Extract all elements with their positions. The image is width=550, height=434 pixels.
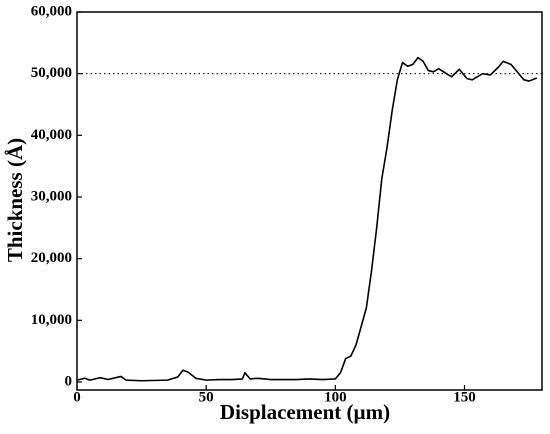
line-series: [76, 56, 538, 382]
x-tick-label: 50: [199, 389, 214, 405]
y-tick-label: 40,000: [31, 127, 72, 143]
x-tick-label: 150: [453, 389, 476, 405]
y-tick-label: 60,000: [31, 3, 72, 19]
x-tick-label: 100: [324, 389, 347, 405]
y-tick-label: 0: [65, 373, 73, 389]
y-tick-label: 20,000: [31, 250, 72, 266]
y-tick-label: 30,000: [31, 188, 72, 204]
y-axis-title: Thickness (Å): [3, 138, 27, 262]
x-axis-title: Displacement (µm): [220, 400, 390, 424]
y-tick-label: 10,000: [31, 312, 72, 328]
plot-frame: [76, 11, 543, 391]
x-tick-label: 0: [73, 389, 81, 405]
y-tick-label: 50,000: [31, 65, 72, 81]
